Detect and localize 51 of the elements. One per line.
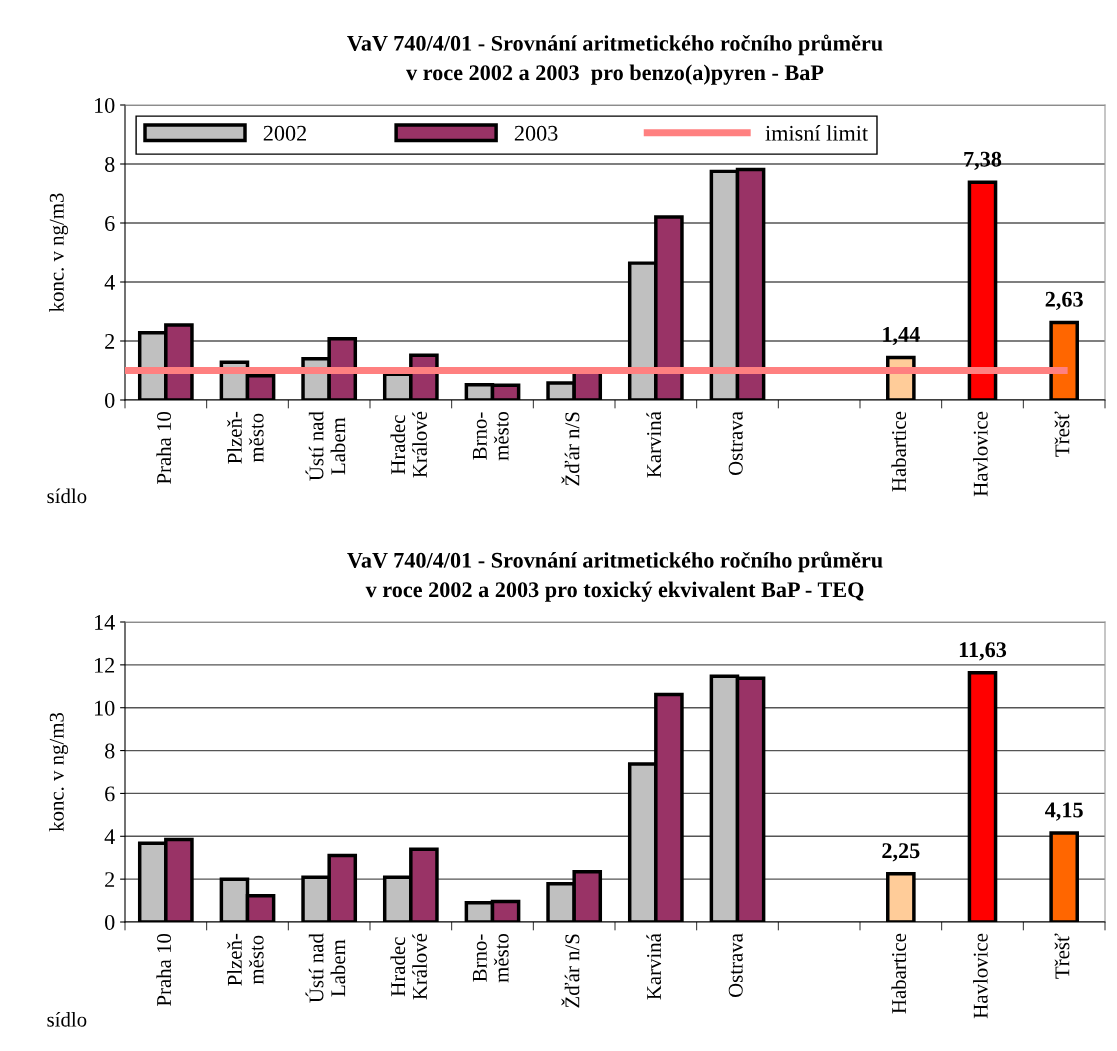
x-tick-label: Žďár n/S	[561, 934, 580, 1008]
chart-title: VaV 740/4/01 - Srovnání aritmetického ročního průměru v roce 2002 a 2003 pro toxický ekvivalent BaP - TEQ	[347, 551, 883, 602]
legend-label: imisní limit	[765, 125, 868, 141]
y-tick-label: 2	[105, 872, 115, 887]
y-axis-title: konc. v ng/m3	[49, 712, 69, 832]
x-tick-label: Habartice	[891, 411, 907, 492]
x-tick-label: Hradec Králové	[390, 933, 427, 1000]
x-tick-label: Praha 10	[156, 411, 172, 484]
x-tick-label: Brno- město	[472, 933, 509, 983]
data-label: 1,44	[883, 327, 920, 346]
x-tick-label: Havlovice	[973, 933, 988, 1019]
x-tick-label: Plzeň- město	[227, 411, 264, 464]
y-tick-label: 0	[105, 914, 115, 930]
data-label: 7,38	[964, 151, 1002, 170]
x-tick-label: Žďár n/S	[561, 412, 580, 486]
y-tick-label: 6	[105, 215, 115, 231]
y-tick-label: 10	[95, 97, 115, 113]
legend-label: 2002	[263, 125, 306, 141]
y-tick-label: 10	[95, 700, 115, 716]
x-tick-label: Ostrava	[728, 411, 743, 476]
x-tick-label: Habartice	[891, 933, 907, 1014]
x-tick-label: Ostrava	[728, 933, 743, 998]
x-axis-title: sídlo	[47, 488, 87, 504]
y-axis-title: konc. v ng/m3	[49, 193, 69, 312]
x-tick-label: Třešť	[1054, 933, 1070, 979]
x-tick-label: Třešť	[1054, 411, 1070, 457]
x-tick-label: Ústí nad Labem	[305, 933, 346, 1003]
x-tick-label: Brno- město	[472, 411, 509, 461]
y-tick-label: 8	[105, 156, 115, 172]
x-tick-label: Karviná	[646, 933, 662, 1000]
x-tick-label: Praha 10	[156, 933, 172, 1006]
y-tick-label: 0	[105, 392, 115, 408]
data-label: 4,15	[1045, 802, 1083, 821]
y-tick-label: 4	[104, 275, 115, 290]
y-tick-label: 8	[105, 743, 115, 759]
legend-label: 2003	[514, 125, 558, 141]
y-tick-label: 14	[95, 615, 115, 630]
y-tick-label: 6	[105, 786, 115, 802]
x-axis-title: sídlo	[47, 1011, 87, 1027]
y-tick-label: 4	[104, 829, 115, 844]
y-tick-label: 2	[105, 333, 115, 349]
x-tick-label: Hradec Králové	[390, 411, 427, 478]
chart-title: VaV 740/4/01 - Srovnání aritmetického ročního průměru v roce 2002 a 2003 pro benzo(a)pyren - BaP	[347, 34, 883, 85]
data-label: 2,63	[1045, 291, 1083, 311]
x-tick-label: Karviná	[646, 411, 662, 478]
data-label: 2,25	[882, 843, 920, 862]
x-tick-label: Ústí nad Labem	[305, 411, 346, 481]
data-label: 11,63	[959, 642, 1007, 661]
y-tick-label: 12	[95, 657, 115, 673]
x-tick-label: Plzeň- město	[227, 933, 264, 986]
x-tick-label: Havlovice	[973, 411, 988, 497]
